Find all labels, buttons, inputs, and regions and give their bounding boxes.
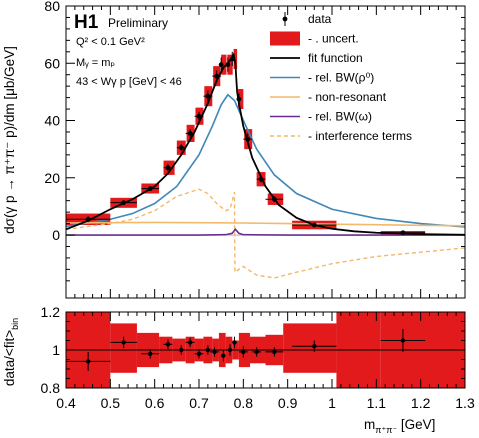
- uncert-band: [221, 54, 227, 75]
- data-point: [196, 113, 202, 119]
- x-axis-label: mπ⁺π⁻ [GeV]: [364, 417, 435, 433]
- main-y-axis-label: dσ(γ p → π⁺π⁻ p)/dm [μb/GeV]: [2, 46, 17, 234]
- y-tick-label: 80: [44, 0, 60, 14]
- data-point: [205, 93, 211, 99]
- ratio-point: [196, 351, 202, 356]
- x-tick-label: 0.4: [56, 395, 76, 411]
- curves: [65, 52, 466, 279]
- condition-w: 43 < Wγ p [GeV] < 46: [76, 76, 182, 88]
- ratio-axes: 0.8 1 1.2 0.4 0.5 0.6 0.7 0.8 0.9 1 1.1 1.2 1.3: [41, 304, 475, 411]
- ratio-point: [205, 347, 211, 353]
- main-axes: 0 20 40 60 80: [44, 0, 466, 299]
- data-point: [147, 186, 153, 192]
- curve-bw_rho: [65, 93, 466, 228]
- legend-label-bw_omega: - rel. BW(ω): [308, 110, 372, 124]
- y-tick-label: 0: [52, 227, 60, 243]
- ratio-point: [241, 349, 246, 355]
- x-tick-label: 0.9: [278, 395, 298, 411]
- ratio-point: [254, 349, 259, 355]
- x-tick-label: 1: [328, 395, 336, 411]
- ratio-point: [165, 342, 171, 347]
- x-tick-label: 0.8: [234, 395, 254, 411]
- legend-label-fit: fit function: [308, 51, 363, 65]
- ratio-point: [148, 351, 153, 356]
- main-frame: [65, 5, 466, 299]
- data-point: [225, 62, 231, 68]
- ratio-band: [283, 323, 337, 373]
- ratio-y-tick-label: 0.8: [41, 380, 61, 396]
- data-point: [258, 176, 264, 182]
- legend-label-interf: - interference terms: [308, 129, 412, 143]
- ratio-y-tick-label: 1: [52, 342, 60, 358]
- data-point: [400, 230, 406, 236]
- data-point: [218, 62, 224, 68]
- legend-label-nonres: - non-resonant: [308, 90, 387, 104]
- condition-q2: Q² < 0.1 GeV²: [76, 36, 145, 48]
- ratio-point: [187, 340, 193, 345]
- ratio-point: [121, 340, 126, 345]
- ratio-point: [227, 347, 233, 353]
- data-point: [85, 216, 91, 222]
- x-tick-label: 1.2: [411, 395, 431, 411]
- curve-bw_omega: [66, 228, 465, 236]
- y-tick-label: 20: [44, 170, 60, 186]
- data-point: [245, 136, 251, 142]
- ratio-points: [66, 329, 426, 371]
- data-point: [121, 200, 127, 206]
- data-point: [311, 222, 317, 228]
- ratio-point: [232, 340, 237, 345]
- data-points: [66, 51, 426, 236]
- data-point: [187, 130, 193, 136]
- x-tick-label: 0.7: [189, 395, 209, 411]
- ratio-y-tick-label: 1.2: [41, 304, 61, 320]
- legend-marker: [282, 16, 288, 22]
- ratio-y-axis-label: data/<fit>bin: [2, 318, 20, 386]
- x-tick-label: 0.5: [101, 395, 121, 411]
- condition-my: Mᵧ = mₚ: [76, 57, 115, 69]
- status-label: Preliminary: [108, 16, 168, 30]
- ratio-panel: 0.8 1 1.2 0.4 0.5 0.6 0.7 0.8 0.9 1 1.1 1.2 1.3: [41, 304, 475, 411]
- main-panel: 0 20 40 60 80: [44, 0, 466, 299]
- curve-nonres: [65, 221, 466, 227]
- data-point: [229, 56, 235, 62]
- legend-box: [270, 31, 300, 46]
- experiment-label: H1: [74, 12, 99, 33]
- data-point: [165, 165, 171, 171]
- ratio-point: [312, 344, 317, 349]
- y-tick-label: 60: [44, 55, 60, 71]
- data-point: [178, 145, 184, 151]
- data-point: [236, 96, 242, 102]
- ratio-point: [85, 359, 91, 364]
- y-tick-label: 40: [44, 113, 60, 129]
- legend-label-data: data: [308, 12, 332, 26]
- legend-label-uncert: - . uncert.: [308, 32, 359, 46]
- legend-label-bw_rho: - rel. BW(ρ⁰): [308, 71, 374, 85]
- ratio-point: [400, 338, 406, 343]
- data-point: [271, 196, 277, 202]
- x-tick-label: 1.3: [455, 395, 475, 411]
- ratio-point: [221, 353, 226, 358]
- ratio-point: [179, 347, 184, 353]
- data-point: [214, 73, 220, 79]
- legend: data - . uncert. fit function - rel. BW(ρ⁰)…: [270, 12, 412, 143]
- x-tick-label: 1.1: [367, 395, 387, 411]
- ratio-point: [272, 349, 277, 355]
- ratio-point: [212, 349, 217, 355]
- x-tick-label: 0.6: [145, 395, 165, 411]
